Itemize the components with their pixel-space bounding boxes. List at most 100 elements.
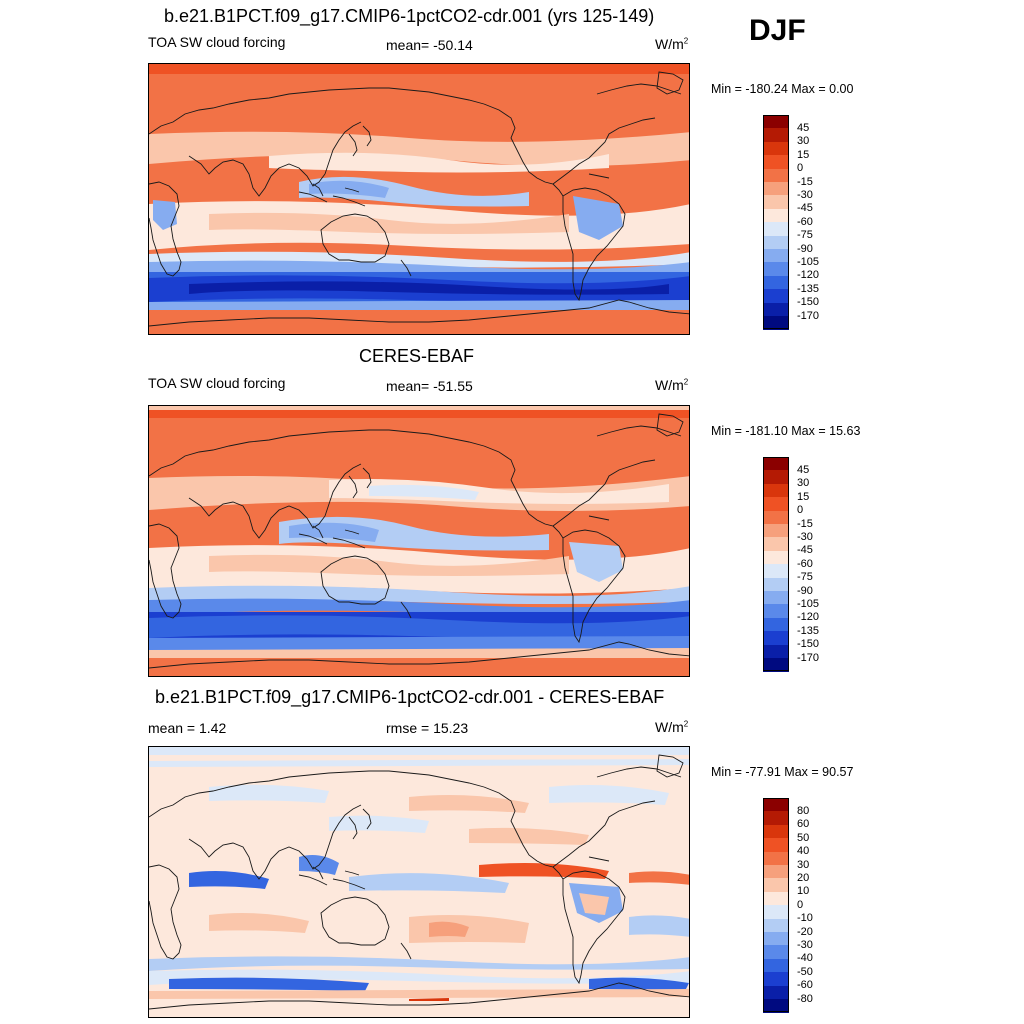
- colorbar-swatch: [763, 798, 789, 812]
- colorbar-swatch: [763, 497, 789, 512]
- colorbar-swatch: [763, 316, 789, 330]
- colorbar-tick-label: -75: [797, 229, 813, 242]
- colorbar-tick-label: -135: [797, 282, 820, 295]
- colorbar-swatch: [763, 182, 789, 196]
- panel3-minmax: Min = -77.91 Max = 90.57: [711, 765, 854, 779]
- colorbar-swatch: [763, 644, 789, 659]
- colorbar-tick-label: 15: [797, 490, 810, 503]
- panel1-variable-label: TOA SW cloud forcing: [148, 34, 286, 50]
- colorbar-swatch: [763, 222, 789, 237]
- colorbar-swatch: [763, 838, 789, 853]
- colorbar-swatch: [763, 658, 789, 672]
- colorbar-swatch: [763, 275, 789, 290]
- colorbar-swatch: [763, 811, 789, 826]
- colorbar-swatch: [763, 249, 789, 263]
- colorbar-tick-label: 45: [797, 121, 810, 134]
- colorbar-tick-label: -105: [797, 597, 820, 610]
- panel2-mean-label: mean= -51.55: [386, 378, 473, 394]
- colorbar-swatch: [763, 932, 789, 946]
- colorbar-tick-label: -150: [797, 296, 820, 309]
- colorbar-swatch: [763, 457, 789, 471]
- panel2-map: [148, 405, 690, 677]
- colorbar-swatch: [763, 878, 789, 893]
- colorbar-tick-label: -60: [797, 557, 813, 570]
- colorbar-swatch: [763, 985, 789, 1000]
- season-label: DJF: [749, 14, 806, 47]
- colorbar-swatch: [763, 524, 789, 538]
- colorbar-swatch: [763, 617, 789, 632]
- colorbar-tick-label: 40: [797, 845, 810, 858]
- colorbar-tick-label: -120: [797, 611, 820, 624]
- colorbar-frame: [763, 457, 789, 672]
- colorbar-tick-label: -150: [797, 638, 820, 651]
- colorbar-tick-label: 30: [797, 135, 810, 148]
- colorbar-tick-label: -45: [797, 202, 813, 215]
- colorbar-tick-label: -15: [797, 517, 813, 530]
- panel2-minmax: Min = -181.10 Max = 15.63: [711, 424, 861, 438]
- colorbar-tick-label: 30: [797, 477, 810, 490]
- colorbar-tick-label: -20: [797, 925, 813, 938]
- colorbar-swatch: [763, 115, 789, 129]
- colorbar-swatch: [763, 168, 789, 183]
- colorbar-swatch: [763, 141, 789, 156]
- colorbar-swatch: [763, 577, 789, 592]
- panel2-variable-label: TOA SW cloud forcing: [148, 375, 286, 391]
- panel1-minmax: Min = -180.24 Max = 0.00: [711, 82, 854, 96]
- panel3-rmse-label: rmse = 15.23: [386, 720, 469, 736]
- colorbar-tick-label: -30: [797, 530, 813, 543]
- colorbar-swatch: [763, 865, 789, 879]
- colorbar-tick-label: 20: [797, 871, 810, 884]
- colorbar-tick-label: 0: [797, 898, 804, 911]
- colorbar-tick-label: -50: [797, 965, 813, 978]
- colorbar-tick-label: -30: [797, 938, 813, 951]
- colorbar-tick-label: 45: [797, 463, 810, 476]
- panel3-mean-label: mean = 1.42: [148, 720, 227, 736]
- colorbar-tick-label: 50: [797, 831, 810, 844]
- colorbar-swatch: [763, 905, 789, 920]
- colorbar-tick-label: 0: [797, 162, 804, 175]
- colorbar-swatch: [763, 972, 789, 987]
- colorbar-tick-label: 60: [797, 818, 810, 831]
- colorbar-tick-label: 15: [797, 148, 810, 161]
- colorbar-tick-label: -90: [797, 584, 813, 597]
- panel3-units: W/m2: [655, 719, 689, 735]
- colorbar-tick-label: -120: [797, 269, 820, 282]
- colorbar-swatch: [763, 195, 789, 210]
- colorbar-swatch: [763, 235, 789, 250]
- colorbar-tick-label: -30: [797, 188, 813, 201]
- colorbar-swatch: [763, 564, 789, 579]
- colorbar-swatch: [763, 510, 789, 525]
- colorbar-frame: [763, 798, 789, 1013]
- panel1-map: [148, 63, 690, 335]
- colorbar-tick-label: -10: [797, 912, 813, 925]
- colorbar-swatch: [763, 631, 789, 646]
- colorbar-tick-label: -105: [797, 255, 820, 268]
- colorbar-tick-label: 0: [797, 504, 804, 517]
- colorbar-tick-label: -170: [797, 651, 820, 664]
- colorbar-swatch: [763, 958, 789, 973]
- panel1-title: b.e21.B1PCT.f09_g17.CMIP6-1pctCO2-cdr.00…: [164, 6, 655, 26]
- colorbar-swatch: [763, 537, 789, 552]
- colorbar-tick-label: -90: [797, 242, 813, 255]
- panel3-map: [148, 746, 690, 1018]
- colorbar-tick-label: 10: [797, 885, 810, 898]
- colorbar-swatch: [763, 851, 789, 866]
- colorbar-tick-label: 80: [797, 804, 810, 817]
- colorbar-swatch: [763, 289, 789, 304]
- colorbar-tick-label: 30: [797, 858, 810, 871]
- colorbar-swatch: [763, 591, 789, 605]
- panel1-mean-label: mean= -50.14: [386, 37, 473, 53]
- colorbar-tick-label: -80: [797, 992, 813, 1005]
- colorbar-swatch: [763, 262, 789, 277]
- panel1-units: W/m2: [655, 36, 689, 52]
- colorbar-tick-label: -60: [797, 979, 813, 992]
- colorbar-swatch: [763, 550, 789, 565]
- colorbar-tick-label: -60: [797, 215, 813, 228]
- colorbar-swatch: [763, 483, 789, 498]
- colorbar-tick-label: -40: [797, 952, 813, 965]
- colorbar-swatch: [763, 604, 789, 619]
- colorbar-swatch: [763, 945, 789, 960]
- colorbar-tick-label: -15: [797, 175, 813, 188]
- panel2-title: CERES-EBAF: [359, 346, 475, 366]
- colorbar-tick-label: -75: [797, 571, 813, 584]
